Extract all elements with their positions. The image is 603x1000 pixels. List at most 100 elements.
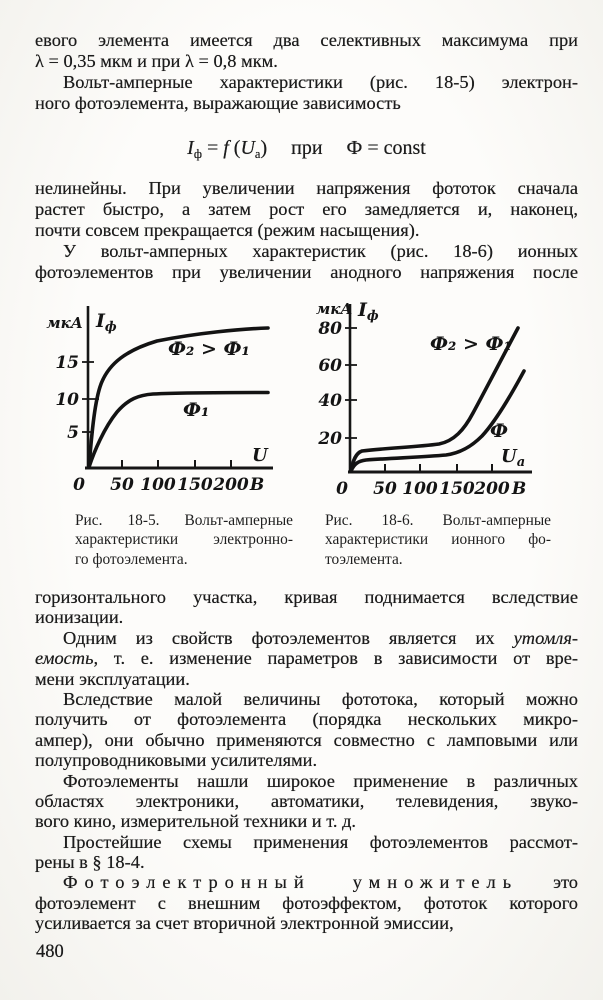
y-tick-label: 20 (317, 429, 342, 449)
caption-line: тоэлемента. (325, 550, 403, 568)
figure-caption-18-6: Рис. 18-6. Вольт-амперные характеристики… (325, 511, 551, 569)
series-label: Ф (490, 420, 508, 442)
text-line: вого кино, измерительной техники и т. д. (35, 811, 578, 831)
figure-caption-18-5: Рис. 18-5. Вольт-амперные характеристики… (75, 511, 293, 569)
page-number: 480 (36, 942, 64, 962)
x-tick-label: 50 (110, 475, 134, 495)
text-line: λ = 0,35 мкм и при λ = 0,8 мкм. (35, 51, 578, 72)
text-line: У вольт-амперных характеристик (рис. 18-… (35, 241, 578, 262)
line-chart-18-6: мкА Iф 80 60 40 20 0 50 100 150 200 В Ф₂… (316, 300, 532, 499)
x-tick-label: 150 (439, 479, 475, 499)
text-line: получить от фотоэлемента (порядка нескол… (35, 709, 578, 729)
text-line: мени эксплуатации. (35, 669, 578, 689)
text-segment: ампер), они обычно применяются совместно… (35, 729, 578, 750)
y-unit-label: мкА (46, 314, 83, 332)
text-line: евого элемента имеется два селективных м… (35, 30, 578, 51)
text-line: полупроводниковыми усилителями. (35, 750, 578, 770)
caption-line: характеристики ионного фо- (325, 531, 551, 549)
text-segment: ного фотоэлемента, выражающие зависимост… (35, 93, 401, 113)
x-tick-label: 200 (473, 479, 510, 499)
text-segment: это (518, 872, 578, 893)
y-tick-label: 60 (318, 356, 342, 376)
x-unit-label: В (249, 475, 264, 495)
curve-phi2 (349, 326, 520, 473)
text-segment: нелинейны. При увеличении напряжения фот… (35, 178, 578, 198)
text-segment: Простейшие схемы применения фотоэлементо… (63, 831, 578, 852)
text-segment: утомля- (513, 627, 578, 648)
text-segment: вого кино, измерительной техники и т. д. (35, 811, 357, 832)
text-segment: емость, (35, 648, 99, 669)
text-segment: евого элемента имеется два селективных м… (35, 30, 578, 50)
x-tick-label: 0 (73, 475, 85, 495)
x-tick-label: 100 (140, 475, 176, 495)
curve-phi1 (87, 390, 270, 469)
series-label: Ф₁ (183, 399, 209, 421)
text-line: нелинейны. При увеличении напряжения фот… (35, 178, 578, 199)
y-tick-label: 15 (55, 353, 79, 373)
text-segment: f (223, 137, 229, 159)
text-segment: получить от фотоэлемента (порядка нескол… (35, 709, 578, 730)
y-tick-label: 5 (67, 423, 79, 443)
text-segment: почти совсем прекращается (режим насыщен… (35, 220, 420, 240)
curve-phi (349, 369, 526, 473)
text-segment: I (187, 137, 194, 159)
text-segment: ( (228, 137, 241, 159)
text-line: ионизации. (35, 607, 578, 627)
text-line: Фотоэлектронный умножитель это (35, 872, 578, 892)
text-segment: ионизации. (35, 607, 124, 628)
text-segment: Одним из свойств фотоэлементов является … (63, 627, 514, 648)
text-line: фотоэлементов при увеличении анодного на… (35, 262, 578, 283)
text-line: емость, т. е. изменение параметров в зав… (35, 648, 578, 668)
text-line: Одним из свойств фотоэлементов является … (35, 628, 578, 648)
text-segment: ) (260, 137, 268, 159)
text-segment: = (201, 137, 224, 159)
text-segment: Фотоэлементы нашли широкое применение в … (63, 770, 578, 791)
text-line: ампер), они обычно применяются совместно… (35, 730, 578, 750)
text-segment: горизонтального участка, кривая поднимае… (35, 587, 578, 607)
text-segment: усиливается за счет вторичной электронно… (35, 913, 454, 934)
x-tick-label: 0 (336, 479, 348, 499)
text-line: Простейшие схемы применения фотоэлементо… (35, 832, 578, 852)
text-segment: фотоэлемент с внешним фотоэффектом, фото… (35, 892, 578, 913)
figure-18-5: мкА Iф 15 10 5 0 50 100 150 200 В Ф₂ > Ф… (35, 300, 300, 569)
text-line: горизонтального участка, кривая поднимае… (35, 587, 578, 607)
text-line: рены в § 18-4. (35, 852, 578, 872)
y-var-label: Iф (357, 300, 379, 324)
text-line: почти совсем прекращается (режим насыщен… (35, 220, 578, 241)
text-line: Фотоэлементы нашли широкое применение в … (35, 771, 578, 791)
text-segment: Фотоэлектронный умножитель (63, 872, 519, 893)
text-segment: Ф = const (346, 137, 426, 159)
text-segment: растет быстро, а затем рост его замедляе… (35, 199, 578, 219)
y-tick-label: 80 (317, 319, 342, 339)
text-line: Iф = f (Uа) при Ф = const (35, 133, 578, 163)
text-segment: при (291, 137, 323, 159)
text-segment: мени эксплуатации. (35, 668, 190, 689)
figure-18-6: мкА Iф 80 60 40 20 0 50 100 150 200 В Ф₂… (312, 300, 590, 569)
caption-line: характеристики электронно- (75, 531, 293, 549)
formula-line: Iф = f (Uа) при Ф = const (35, 133, 578, 163)
y-unit-label: мкА (316, 300, 353, 318)
y-tick-label: 40 (318, 391, 342, 411)
x-unit-label: В (511, 479, 526, 499)
text-line: ного фотоэлемента, выражающие зависимост… (35, 93, 578, 114)
x-tick-label: 100 (402, 479, 438, 499)
paragraph-block-mid: нелинейны. При увеличении напряжения фот… (35, 178, 578, 283)
text-segment: Вольт-амперные характеристики (рис. 18-5… (63, 72, 578, 92)
series-label: Ф₂ > Ф₁ (168, 338, 250, 360)
text-segment: полупроводниковыми усилителями. (35, 750, 318, 771)
caption-line: го фотоэлемента. (75, 550, 188, 568)
x-axis-var: Uа (501, 446, 525, 470)
text-line: Вольт-амперные характеристики (рис. 18-5… (35, 72, 578, 93)
x-tick-label: 50 (373, 479, 397, 499)
text-segment: Вследствие малой величины фототока, кото… (63, 688, 578, 709)
text-segment: λ = 0,35 мкм и при λ = 0,8 мкм. (35, 51, 278, 71)
figures-row: мкА Iф 15 10 5 0 50 100 150 200 В Ф₂ > Ф… (0, 300, 603, 580)
text-segment: областях электроники, автоматики, телеви… (35, 790, 578, 811)
caption-line: Рис. 18-5. Вольт-амперные (75, 512, 293, 529)
y-tick-label: 10 (55, 390, 79, 410)
text-segment: У вольт-амперных характеристик (рис. 18-… (63, 241, 578, 261)
y-var-label: Iф (95, 310, 117, 335)
paragraph-block-top: евого элемента имеется два селективных м… (35, 30, 578, 114)
text-segment: рены в § 18-4. (35, 852, 145, 873)
